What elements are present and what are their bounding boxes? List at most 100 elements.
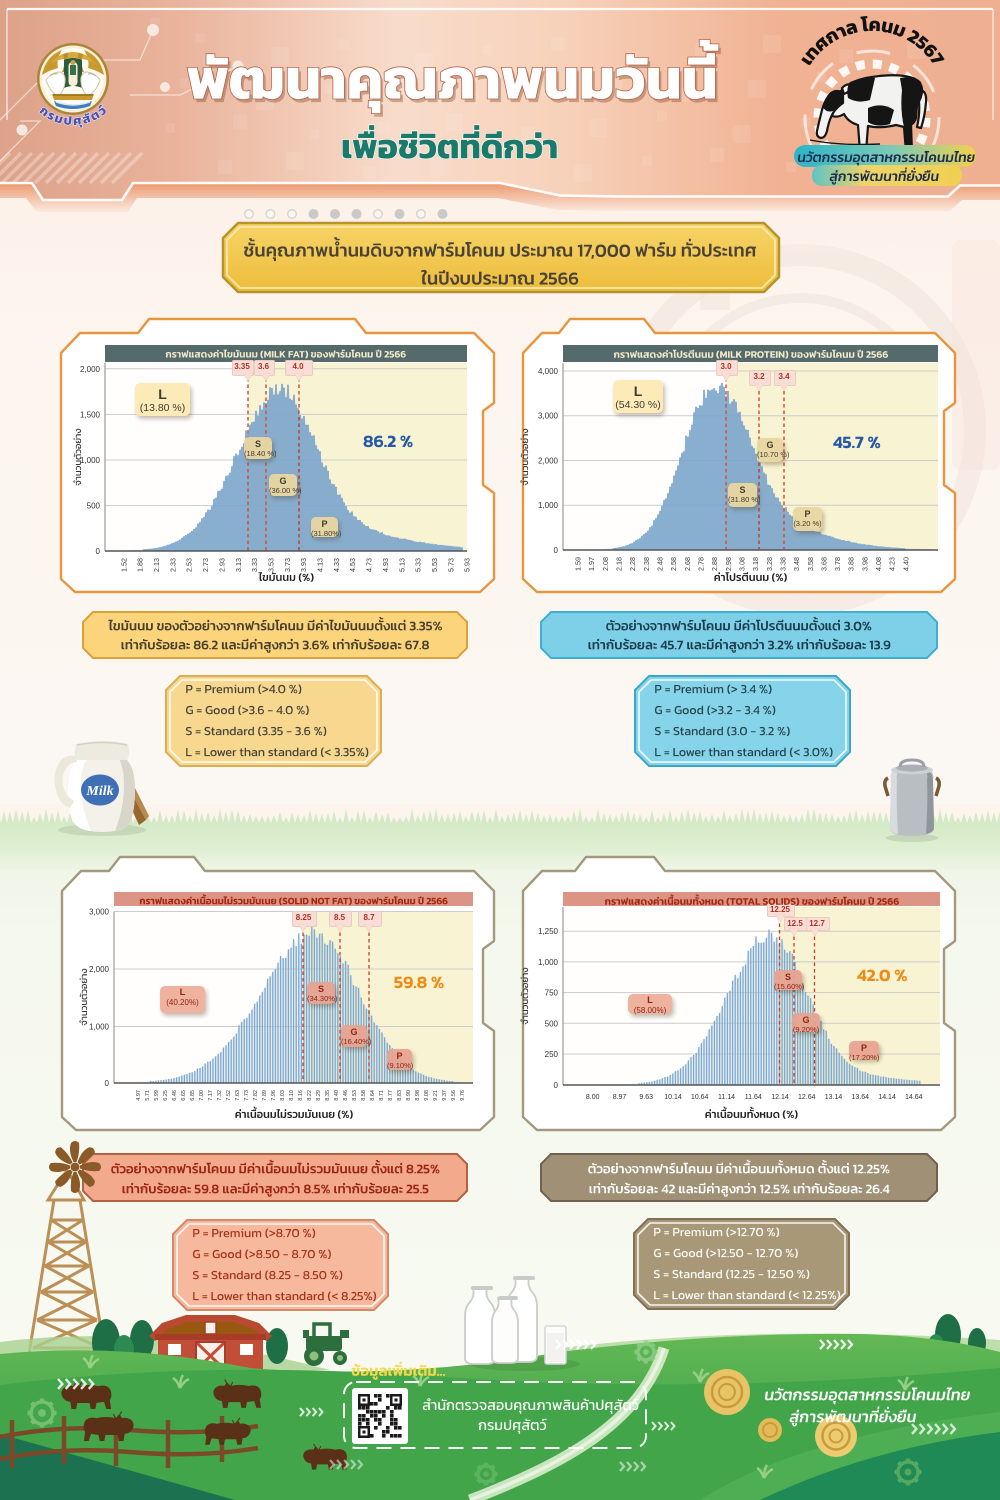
svg-text:6.85: 6.85 [190, 1090, 196, 1101]
svg-text:8.03: 8.03 [280, 1090, 286, 1101]
svg-text:14.64: 14.64 [905, 1094, 923, 1101]
svg-text:7.00: 7.00 [199, 1090, 205, 1101]
svg-text:9.37: 9.37 [442, 1090, 448, 1101]
svg-text:4.93: 4.93 [381, 558, 390, 572]
svg-text:8.29: 8.29 [316, 1090, 322, 1101]
svg-text:6.25: 6.25 [163, 1090, 169, 1101]
svg-text:2.78: 2.78 [697, 557, 706, 571]
svg-text:9.21: 9.21 [433, 1090, 439, 1101]
svg-text:8.46: 8.46 [343, 1090, 349, 1101]
svg-text:2.88: 2.88 [710, 557, 719, 571]
svg-text:13.64: 13.64 [852, 1094, 870, 1101]
svg-text:2,000: 2,000 [89, 965, 110, 974]
svg-text:8.71: 8.71 [379, 1090, 385, 1101]
svg-text:4.73: 4.73 [365, 558, 374, 572]
svg-text:3.88: 3.88 [847, 557, 856, 571]
svg-text:3.18: 3.18 [751, 557, 760, 571]
svg-text:2.73: 2.73 [201, 558, 210, 572]
svg-text:7.32: 7.32 [217, 1090, 223, 1101]
svg-text:3.13: 3.13 [234, 558, 243, 572]
svg-text:7.17: 7.17 [208, 1090, 214, 1101]
svg-text:2.48: 2.48 [656, 557, 665, 571]
svg-text:3,000: 3,000 [538, 412, 559, 421]
svg-text:8.35: 8.35 [325, 1090, 331, 1101]
svg-text:4,000: 4,000 [538, 367, 559, 376]
svg-text:3.08: 3.08 [738, 557, 747, 571]
svg-text:5.53: 5.53 [430, 558, 439, 572]
svg-text:7.63: 7.63 [235, 1090, 241, 1101]
svg-text:1,000: 1,000 [538, 501, 559, 510]
svg-text:9.08: 9.08 [424, 1090, 430, 1101]
svg-text:5.73: 5.73 [446, 558, 455, 572]
svg-text:1.88: 1.88 [136, 558, 145, 572]
svg-text:4.33: 4.33 [332, 558, 341, 572]
svg-text:8.22: 8.22 [307, 1090, 313, 1101]
svg-text:3.98: 3.98 [860, 557, 869, 571]
svg-text:1.97: 1.97 [587, 557, 596, 571]
svg-text:4.08: 4.08 [874, 557, 883, 571]
svg-text:1,000: 1,000 [80, 456, 101, 465]
svg-text:2.18: 2.18 [615, 557, 624, 571]
svg-text:8.10: 8.10 [289, 1090, 295, 1101]
svg-text:4.97: 4.97 [136, 1090, 142, 1101]
svg-text:3.93: 3.93 [299, 558, 308, 572]
svg-text:9.63: 9.63 [639, 1094, 653, 1101]
svg-text:12.64: 12.64 [798, 1094, 816, 1101]
svg-text:2.28: 2.28 [628, 557, 637, 571]
svg-text:2.53: 2.53 [185, 558, 194, 572]
svg-text:8.77: 8.77 [388, 1090, 394, 1101]
svg-text:8.90: 8.90 [406, 1090, 412, 1101]
svg-text:2.93: 2.93 [217, 558, 226, 572]
svg-text:5.33: 5.33 [414, 558, 423, 572]
svg-text:6.65: 6.65 [181, 1090, 187, 1101]
svg-text:500: 500 [87, 502, 101, 511]
svg-text:2,000: 2,000 [80, 365, 101, 374]
svg-text:750: 750 [545, 989, 559, 998]
svg-text:8.97: 8.97 [613, 1094, 627, 1101]
svg-text:8.58: 8.58 [361, 1090, 367, 1101]
svg-text:9.56: 9.56 [451, 1090, 457, 1101]
svg-text:13.14: 13.14 [825, 1094, 843, 1101]
svg-text:3,000: 3,000 [89, 908, 110, 917]
svg-text:3.58: 3.58 [806, 557, 815, 571]
svg-text:Milk: Milk [85, 784, 113, 799]
svg-text:2.68: 2.68 [683, 557, 692, 571]
svg-text:7.73: 7.73 [244, 1090, 250, 1101]
svg-text:14.14: 14.14 [878, 1094, 896, 1101]
svg-text:10.14: 10.14 [664, 1094, 682, 1101]
svg-text:0: 0 [105, 1079, 110, 1088]
svg-text:8.40: 8.40 [334, 1090, 340, 1101]
svg-text:5.99: 5.99 [154, 1090, 160, 1101]
svg-text:1,500: 1,500 [80, 410, 101, 419]
svg-text:7.96: 7.96 [271, 1090, 277, 1101]
svg-text:3.38: 3.38 [778, 557, 787, 571]
svg-text:8.16: 8.16 [298, 1090, 304, 1101]
svg-text:0: 0 [96, 547, 101, 556]
svg-text:2.38: 2.38 [642, 557, 651, 571]
svg-text:9.76: 9.76 [460, 1090, 466, 1101]
svg-text:10.64: 10.64 [691, 1094, 709, 1101]
svg-text:3.68: 3.68 [819, 557, 828, 571]
svg-text:3.28: 3.28 [765, 557, 774, 571]
svg-text:3.78: 3.78 [833, 557, 842, 571]
svg-text:4.13: 4.13 [316, 558, 325, 572]
svg-text:1,000: 1,000 [538, 958, 559, 967]
svg-text:3.48: 3.48 [792, 557, 801, 571]
svg-text:4.53: 4.53 [348, 558, 357, 572]
svg-text:1,000: 1,000 [89, 1023, 110, 1032]
svg-text:4.23: 4.23 [888, 557, 897, 571]
svg-text:7.89: 7.89 [262, 1090, 268, 1101]
svg-text:0: 0 [554, 546, 559, 555]
svg-text:4.40: 4.40 [901, 557, 910, 571]
svg-text:3.33: 3.33 [250, 558, 259, 572]
svg-text:5.71: 5.71 [145, 1090, 151, 1101]
svg-text:250: 250 [545, 1050, 559, 1059]
svg-text:3.53: 3.53 [267, 558, 276, 572]
svg-text:5.13: 5.13 [397, 558, 406, 572]
svg-text:2.33: 2.33 [168, 558, 177, 572]
svg-text:11.64: 11.64 [745, 1094, 762, 1101]
svg-text:8.53: 8.53 [352, 1090, 358, 1101]
svg-text:7.82: 7.82 [253, 1090, 259, 1101]
svg-text:0: 0 [554, 1081, 559, 1090]
svg-text:2.58: 2.58 [669, 557, 678, 571]
